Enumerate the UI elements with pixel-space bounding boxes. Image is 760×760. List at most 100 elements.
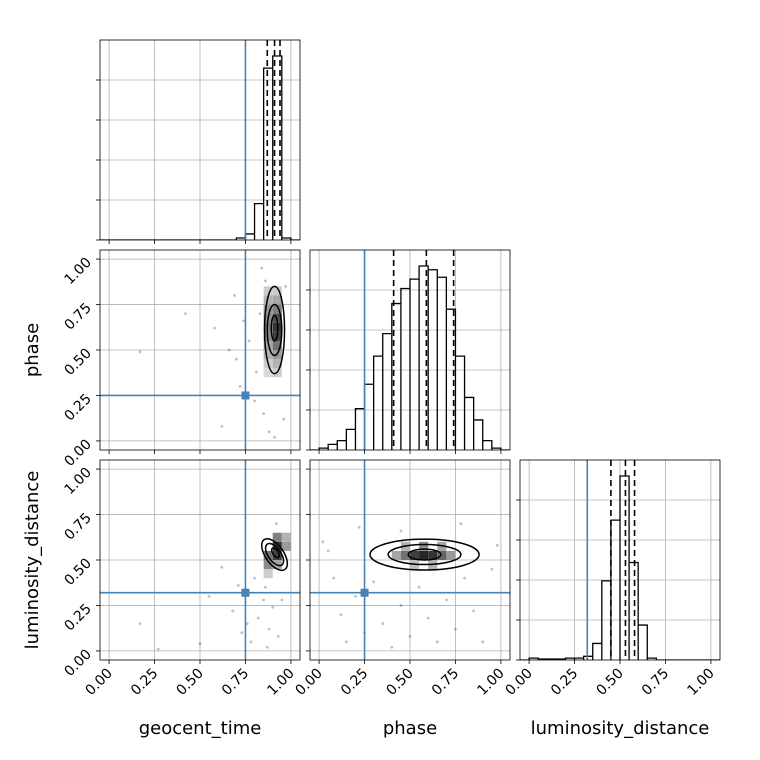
density-cell [410,550,420,560]
scatter-point [264,279,267,283]
density-cell [272,340,282,350]
density-cell [272,359,282,369]
x-tick-label: 0.25 [128,666,161,699]
density-cell [272,532,282,542]
panel-hist-geocent_time [96,39,301,244]
scatter-point [408,634,412,638]
truth-marker [360,588,369,597]
scatter-point [256,616,260,620]
density-cell [263,295,273,305]
scatter-point [435,640,439,644]
scatter-point [354,594,357,598]
scatter-point [372,580,376,584]
scatter-point [234,357,238,361]
scatter-point [399,604,403,607]
y-tick-label: 0.50 [61,556,94,589]
scatter-point [198,642,202,646]
scatter-point [264,585,267,589]
x-tick-label: 0.50 [383,666,416,699]
scatter-point [260,266,264,270]
histogram-step-line [310,265,510,450]
density-cell [263,304,273,314]
scatter-point [444,598,448,602]
scatter-point [253,576,256,580]
scatter-point [495,544,499,547]
x-tick-label: 0.25 [548,666,581,699]
scatter-point [344,640,348,644]
contour-line [270,547,281,559]
scatter-point [267,627,271,631]
x-axis-label-luminosity-distance: luminosity_distance [531,718,710,739]
scatter-point [227,348,231,352]
contour-line [407,548,442,561]
panel-plot-area [100,40,300,240]
scatter-point [249,640,253,644]
scatter-point [236,584,240,587]
scatter-point [267,430,271,434]
scatter-point [459,522,463,526]
x-tick-label: 0.75 [429,666,462,699]
density-cell [272,550,282,560]
y-tick-label: 1.00 [61,255,94,288]
y-tick-label: 0.25 [61,601,94,634]
scatter-point [245,622,249,626]
panel-plot-area [520,460,720,660]
x-tick-label: 1.00 [264,666,297,699]
scatter-point [280,598,284,602]
x-tick-label: 0.00 [293,666,326,699]
scatter-point [454,627,457,631]
panel-joint-geocent_time-luminosity_distance: 0.00 0.25 0.50 0.75 1.00 0.00 0.25 0.50 0.75 1.00 [61,459,301,699]
density-cell [428,550,438,560]
panel-plot-area [310,250,510,450]
density-cell [263,322,273,332]
truth-marker [241,391,250,400]
scatter-point [282,417,286,421]
density-cell [272,295,282,305]
density-cell [437,550,447,560]
panel-joint-phase-luminosity_distance: 0.00 0.25 0.50 0.75 1.00 [293,459,511,699]
truth-marker [241,588,250,597]
x-tick-label: 0.00 [503,666,536,699]
density-cell [272,304,282,314]
scatter-point [390,645,394,649]
x-tick-label: 0.75 [639,666,672,699]
scatter-point [138,622,142,626]
scatter-point [213,326,216,330]
scatter-point [253,399,256,403]
scatter-point [426,616,430,620]
scatter-point [417,585,421,589]
x-tick-label: 1.00 [684,666,717,699]
density-cell [272,286,282,296]
y-tick-label: 0.00 [61,646,94,679]
panel-plot-area [310,460,510,660]
scatter-point [247,339,251,343]
y-axis-label-phase: phase [22,323,43,377]
density-cell [263,560,273,570]
contour-line [260,538,289,572]
scatter-point [399,529,403,533]
panel-hist-phase [306,249,511,454]
density-cell [400,550,410,560]
scatter-point [156,647,160,651]
scatter-point [184,312,187,316]
density-cell [419,541,429,551]
x-tick-label: 1.00 [474,666,507,699]
scatter-point [274,522,278,526]
scatter-point [265,645,269,649]
scatter-point [321,540,325,544]
density-cell [281,541,291,551]
scatter-point [273,435,276,439]
scatter-point [284,284,287,288]
contour-line [387,543,462,566]
density-cell [263,286,273,296]
y-tick-label: 0.50 [61,346,94,379]
x-tick-label: 0.50 [593,666,626,699]
y-tick-label: 0.75 [61,300,94,333]
scatter-point [381,622,385,626]
x-axis-label-phase: phase [383,718,437,739]
scatter-point [238,384,242,388]
density-cell [419,550,429,560]
y-tick-label: 0.75 [61,510,94,543]
scatter-point [231,609,235,613]
